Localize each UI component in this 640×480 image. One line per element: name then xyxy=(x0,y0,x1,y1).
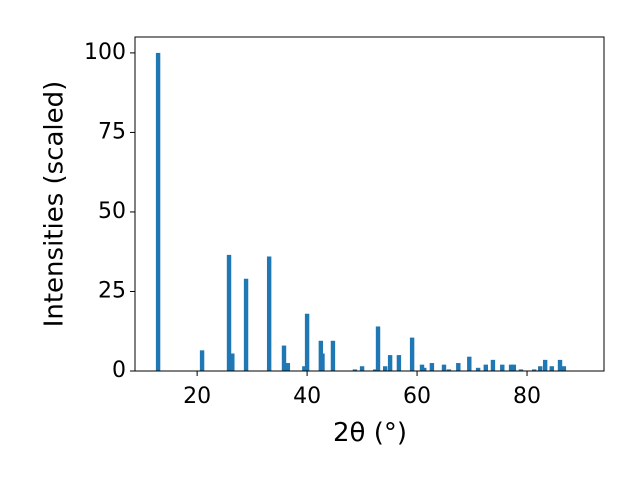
bar xyxy=(304,313,310,371)
bar xyxy=(243,278,249,371)
bar xyxy=(266,256,272,371)
bar xyxy=(373,369,378,371)
bar xyxy=(508,364,514,371)
bar xyxy=(285,363,291,371)
bar xyxy=(419,364,425,371)
bar xyxy=(549,366,554,371)
bar xyxy=(155,52,161,372)
bar xyxy=(511,364,517,371)
bar xyxy=(518,369,524,371)
y-tick-label: 75 xyxy=(98,119,126,144)
bar xyxy=(230,353,235,371)
bar xyxy=(542,359,548,371)
bar xyxy=(500,364,505,371)
bar xyxy=(441,364,447,371)
bar xyxy=(199,350,205,371)
bar xyxy=(330,340,336,371)
bar xyxy=(422,367,427,371)
x-tick-label: 40 xyxy=(293,384,321,409)
y-tick-label: 100 xyxy=(84,40,126,65)
bar xyxy=(382,366,388,371)
bar xyxy=(456,363,461,371)
y-tick-label: 25 xyxy=(98,278,126,303)
y-tick-label: 0 xyxy=(112,358,126,383)
bar xyxy=(538,366,543,371)
bar xyxy=(475,367,481,371)
bar xyxy=(387,355,393,371)
bar xyxy=(467,356,472,371)
bar xyxy=(359,366,365,371)
bar xyxy=(281,345,287,371)
y-axis-label: Intensities (scaled) xyxy=(40,81,70,328)
plot-frame xyxy=(134,36,605,372)
x-tick-label: 80 xyxy=(513,384,541,409)
bar xyxy=(396,355,402,371)
bar xyxy=(446,369,452,371)
bar xyxy=(483,364,488,371)
y-tick-label: 50 xyxy=(98,199,126,224)
bar xyxy=(320,353,325,371)
bar xyxy=(490,359,496,371)
bar xyxy=(561,366,567,371)
x-axis-label: 2θ (°) xyxy=(333,418,407,448)
bar xyxy=(375,326,381,371)
bar xyxy=(557,359,563,371)
bar xyxy=(352,369,358,371)
x-tick-label: 60 xyxy=(403,384,431,409)
bar xyxy=(531,369,537,371)
x-tick-label: 20 xyxy=(183,384,211,409)
bar xyxy=(409,337,415,371)
bar xyxy=(429,363,435,371)
bar xyxy=(226,254,232,371)
bar xyxy=(302,366,307,371)
